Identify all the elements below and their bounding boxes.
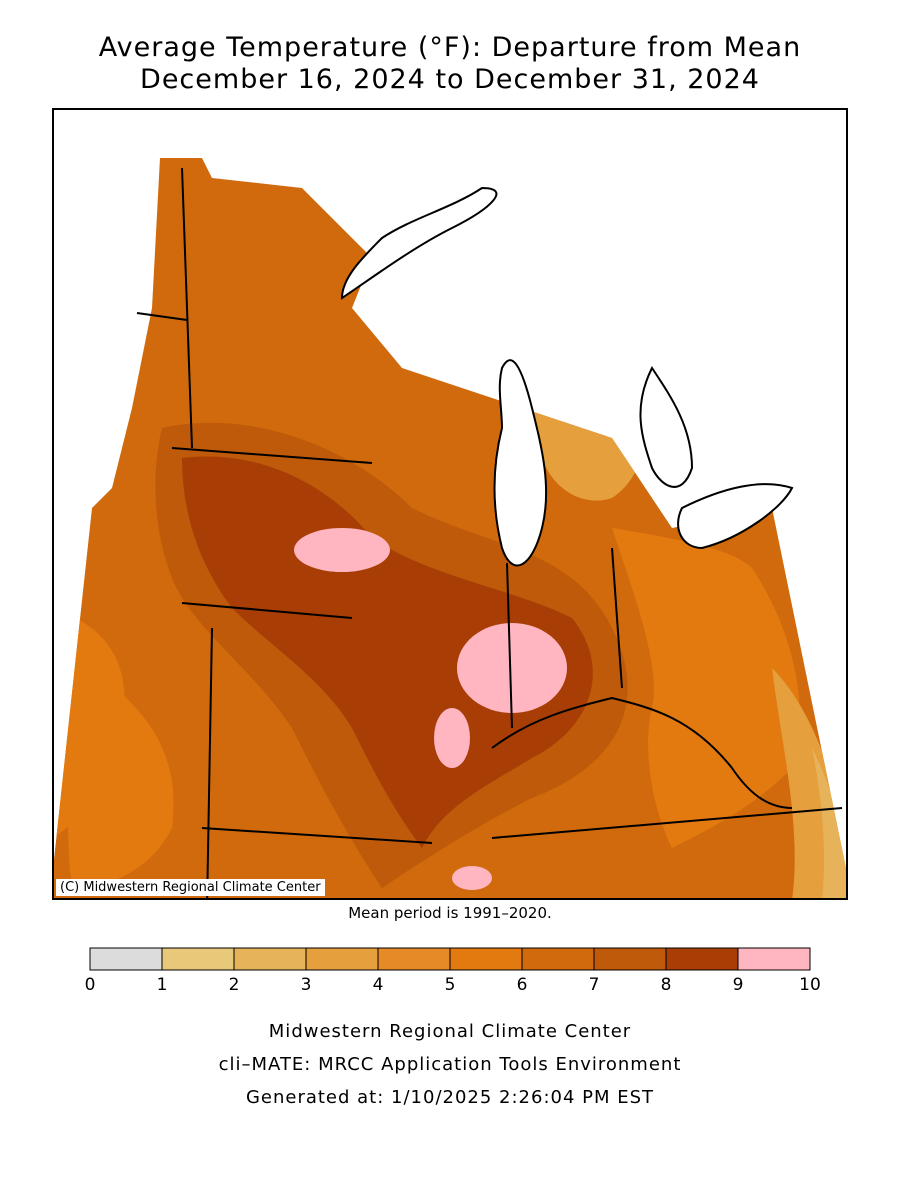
legend-swatch: [521, 947, 595, 971]
legend-swatch: [161, 947, 235, 971]
legend-swatch: [593, 947, 667, 971]
lake-michigan: [493, 359, 548, 567]
border-ohio-river: [491, 696, 793, 809]
mean-period-note: Mean period is 1991–2020.: [348, 904, 552, 922]
pink-area-indiana: [457, 623, 567, 713]
lake-huron: [639, 366, 694, 488]
pink-area-iowa: [294, 528, 390, 572]
pink-area-illinois-south: [434, 708, 470, 768]
state-borders: [136, 167, 843, 900]
legend-tick-label: 0: [85, 975, 96, 995]
great-lakes: [340, 186, 794, 567]
contour-mid-east: [612, 528, 800, 848]
contour-light-west-2: [68, 668, 174, 888]
legend-tick-label: 3: [301, 975, 312, 995]
border-illinois-indiana: [506, 562, 513, 729]
border-dakota-line: [136, 312, 188, 321]
contour-lighter-southeast: [812, 748, 848, 900]
legend-swatch: [305, 947, 379, 971]
legend-tick-label: 4: [373, 975, 384, 995]
copyright-notice: (C) Midwestern Regional Climate Center: [56, 879, 325, 896]
border-minnesota-east: [181, 167, 193, 449]
footer-tool-name: cli–MATE: MRCC Application Tools Environ…: [218, 1054, 682, 1075]
border-iowa-south: [181, 602, 353, 619]
border-iowa-north: [171, 447, 373, 464]
pink-area-kentucky: [452, 866, 492, 890]
legend-swatch: [233, 947, 307, 971]
legend-tick-label: 2: [229, 975, 240, 995]
lake-superior: [340, 186, 498, 300]
map-title-line-2: December 16, 2024 to December 31, 2024: [140, 64, 760, 95]
legend-tick-label: 8: [661, 975, 672, 995]
border-indiana-ohio: [611, 547, 623, 689]
border-missouri-arkansas: [201, 827, 433, 844]
temperature-departure-map: [52, 108, 848, 900]
border-missouri-kansas: [206, 627, 213, 900]
legend-tick-label: 7: [589, 975, 600, 995]
legend-tick-label: 6: [517, 975, 528, 995]
legend-tick-label: 10: [799, 975, 821, 995]
map-title-line-1: Average Temperature (°F): Departure from…: [98, 32, 802, 63]
contour-darkest-central: [182, 456, 593, 848]
map-frame: [52, 108, 848, 900]
footer-organization: Midwestern Regional Climate Center: [268, 1021, 632, 1042]
legend-tick-label: 9: [733, 975, 744, 995]
legend-swatch: [377, 947, 451, 971]
footer-generated-time: Generated at: 1/10/2025 2:26:04 PM EST: [245, 1087, 655, 1108]
lake-erie: [677, 483, 794, 550]
legend-swatch: [449, 947, 523, 971]
legend-swatch: [737, 947, 811, 971]
color-scale-legend: 0 1 2 3 4 5 6 7 8 9 10: [85, 947, 821, 995]
legend-swatch: [665, 947, 739, 971]
legend-swatch: [89, 947, 163, 971]
legend-tick-label: 1: [157, 975, 168, 995]
legend-tick-label: 5: [445, 975, 456, 995]
border-kentucky-tennessee: [491, 807, 843, 839]
